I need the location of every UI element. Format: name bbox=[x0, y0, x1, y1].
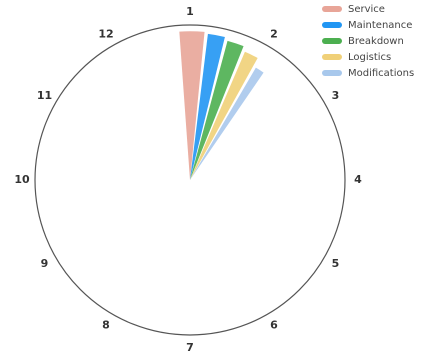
plot-area bbox=[179, 31, 264, 181]
angular-tick-label: 9 bbox=[41, 257, 49, 270]
angular-tick-label: 7 bbox=[186, 341, 194, 354]
legend-label: Modifications bbox=[348, 68, 414, 79]
legend-swatch bbox=[322, 38, 342, 44]
angular-tick-label: 10 bbox=[14, 173, 30, 186]
angular-tick-label: 11 bbox=[37, 89, 52, 102]
wedge bbox=[190, 40, 244, 180]
wedge bbox=[190, 33, 225, 180]
legend-label: Service bbox=[348, 4, 385, 15]
wedge bbox=[179, 31, 205, 181]
legend-label: Breakdown bbox=[348, 36, 404, 47]
legend-label: Maintenance bbox=[348, 20, 412, 31]
angular-tick-label: 4 bbox=[354, 173, 362, 186]
legend: Service Maintenance Breakdown Logistics Modi… bbox=[322, 4, 414, 79]
angular-tick-label: 2 bbox=[270, 28, 278, 41]
polar-frame bbox=[34, 24, 346, 336]
legend-swatch bbox=[322, 22, 342, 28]
wedge bbox=[190, 51, 258, 181]
angular-tick-label: 8 bbox=[102, 318, 110, 331]
angular-tick-label: 1 bbox=[186, 5, 194, 18]
legend-label: Logistics bbox=[348, 52, 391, 63]
angular-tick-label: 12 bbox=[98, 28, 113, 41]
legend-swatch bbox=[322, 6, 342, 12]
legend-swatch bbox=[322, 54, 342, 60]
angular-tick-label: 6 bbox=[270, 318, 278, 331]
angular-tick-label: 5 bbox=[332, 257, 340, 270]
legend-swatch bbox=[322, 70, 342, 76]
angular-tick-label: 3 bbox=[332, 89, 340, 102]
wedge bbox=[190, 67, 264, 180]
